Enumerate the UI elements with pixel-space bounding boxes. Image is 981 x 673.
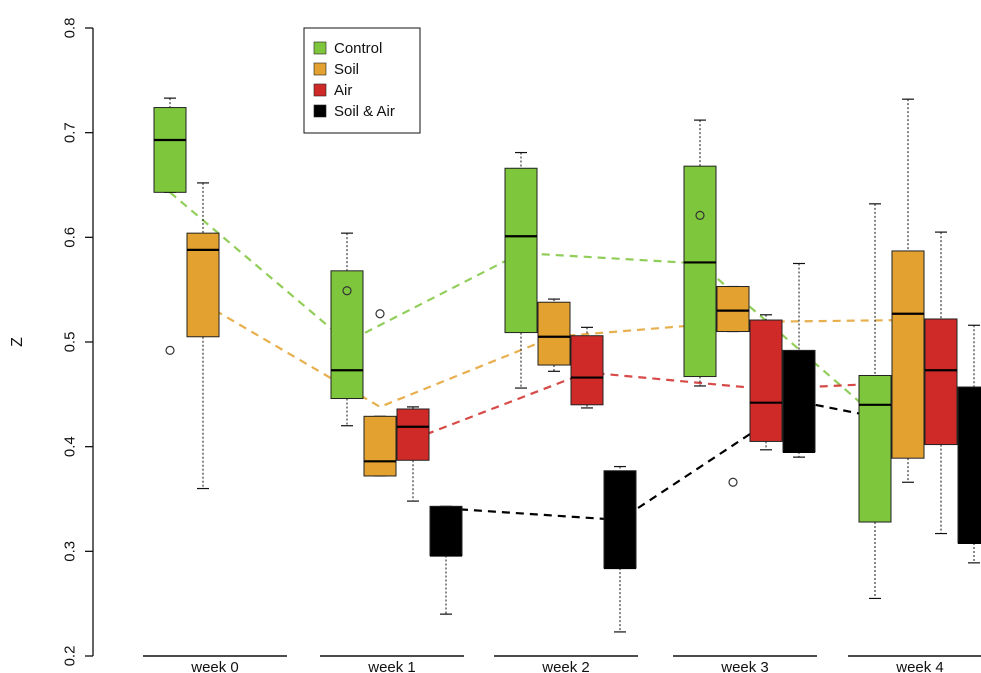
y-tick-label: 0.5 <box>61 332 78 353</box>
box-control-week-0 <box>153 97 187 355</box>
y-axis-label: Z <box>9 337 26 347</box>
x-tick-label: week 2 <box>541 659 590 673</box>
box-iqr <box>330 270 364 400</box>
box-air-week-1 <box>396 406 430 502</box>
legend-swatch <box>313 104 327 118</box>
trend-line-air <box>412 371 942 441</box>
box-soil-week-1 <box>363 309 397 477</box>
box-iqr <box>891 250 925 459</box>
y-axis: 0.2 0.3 0.4 0.5 0.6 0.7 0.8 <box>61 18 94 667</box>
y-tick-label: 0.2 <box>61 646 78 667</box>
box-iqr <box>396 408 430 461</box>
x-axis: week 0 week 1 week 2 week 3 week 4 <box>143 655 981 673</box>
box-air-week-4 <box>924 231 958 535</box>
box-iqr <box>716 286 750 333</box>
box-soil-week-2 <box>537 298 571 372</box>
box-iqr <box>957 386 981 544</box>
box-soil-week-4 <box>891 98 925 483</box>
box-iqr <box>603 470 637 569</box>
y-tick-label: 0.8 <box>61 18 78 39</box>
box-control-week-3 <box>683 119 717 387</box>
legend-entry: Soil & Air <box>334 103 395 120</box>
outlier-point <box>728 477 738 487</box>
box-iqr <box>429 505 463 557</box>
outlier-point <box>342 286 352 296</box>
box-iqr <box>153 107 187 193</box>
box-soil-air-week-1 <box>429 505 463 615</box>
outlier-point <box>375 309 385 319</box>
box-iqr <box>858 374 892 523</box>
x-tick-label: week 0 <box>190 659 239 673</box>
box-soil-air-week-2 <box>603 465 637 633</box>
box-control-week-2 <box>504 151 538 389</box>
boxes <box>153 97 981 633</box>
x-tick-label: week 3 <box>720 659 769 673</box>
box-soil-air-week-4 <box>957 324 981 564</box>
y-tick-label: 0.6 <box>61 227 78 248</box>
legend-entry: Air <box>334 82 352 99</box>
legend-entry: Control <box>334 40 382 57</box>
legend-swatch <box>313 62 327 76</box>
box-soil-air-week-3 <box>782 262 816 458</box>
box-iqr <box>782 349 816 453</box>
legend-swatch <box>313 41 327 55</box>
box-iqr <box>537 301 571 366</box>
y-tick-label: 0.3 <box>61 541 78 562</box>
x-tick-label: week 4 <box>895 659 944 673</box>
y-tick-label: 0.7 <box>61 122 78 143</box>
box-iqr <box>570 335 604 406</box>
legend-swatch <box>313 83 327 97</box>
outlier-point <box>695 210 705 220</box>
box-iqr <box>749 319 783 442</box>
box-soil-week-0 <box>186 182 220 490</box>
box-iqr <box>683 165 717 378</box>
box-iqr <box>924 318 958 446</box>
x-tick-label: week 1 <box>367 659 416 673</box>
outlier-point <box>165 345 175 355</box>
box-iqr <box>186 232 220 338</box>
box-iqr <box>363 415 397 477</box>
legend: Control Soil Air Soil & Air <box>303 27 421 134</box>
legend-entry: Soil <box>334 61 359 78</box>
box-air-week-2 <box>570 326 604 409</box>
box-soil-week-3 <box>716 285 750 487</box>
y-tick-label: 0.4 <box>61 436 78 457</box>
box-iqr <box>504 167 538 334</box>
box-air-week-3 <box>749 314 783 451</box>
box-control-week-1 <box>330 232 364 427</box>
box-control-week-4 <box>858 203 892 600</box>
